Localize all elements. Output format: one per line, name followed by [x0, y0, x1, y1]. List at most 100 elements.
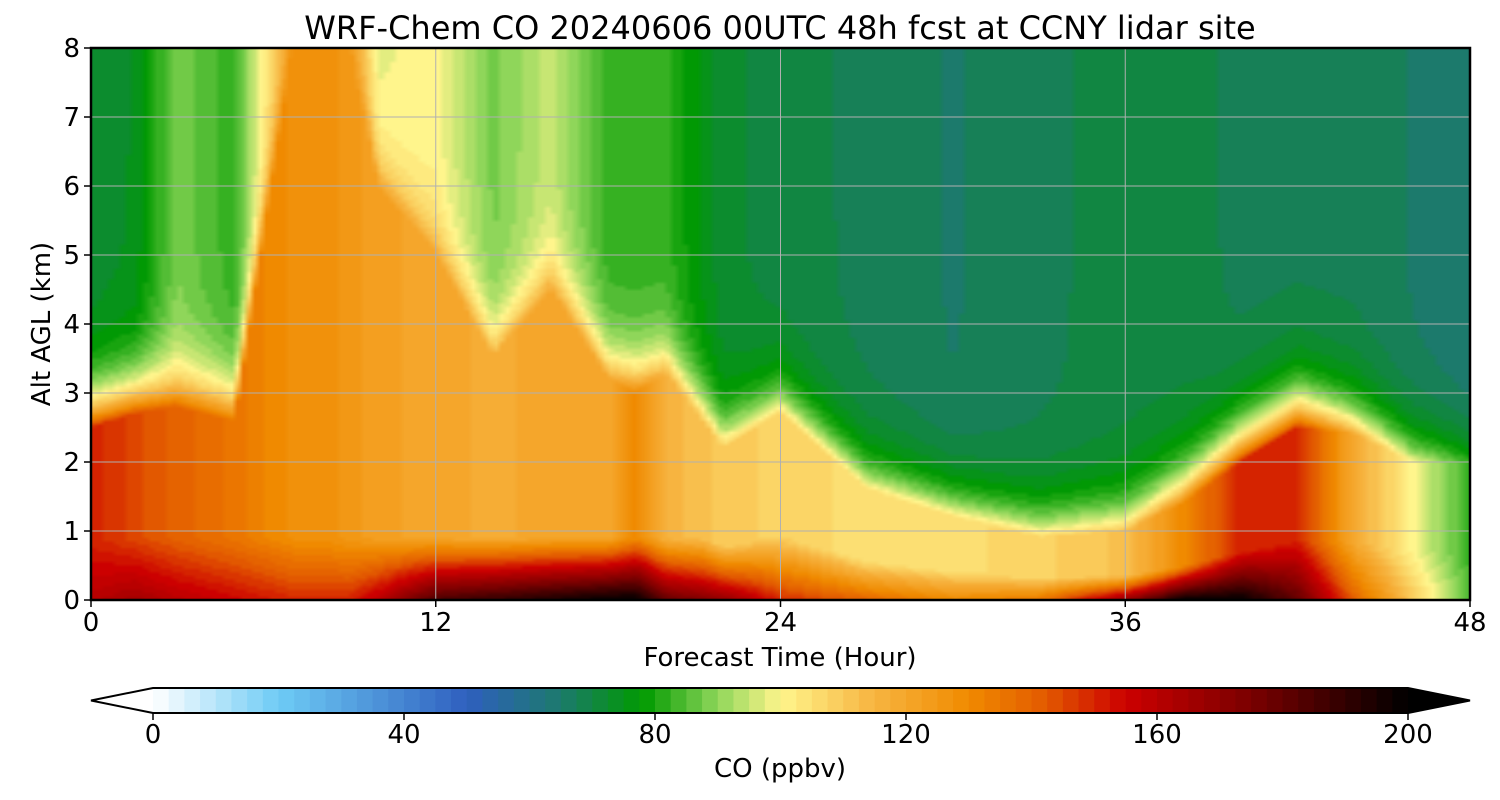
colorbar-segment: [811, 688, 829, 713]
colorbar-segment: [1345, 688, 1362, 713]
colorbar-segment: [921, 688, 938, 713]
y-axis-ticks: 0 1 2 3 4 5 6 7 8: [63, 34, 91, 616]
colorbar-segment: [1000, 688, 1017, 713]
x-axis-label: Forecast Time (Hour): [643, 643, 916, 673]
colorbar-tick-label: 200: [1383, 720, 1433, 750]
colorbar-segment: [686, 688, 703, 713]
colorbar-segments: [90, 687, 1471, 714]
y-axis-label: Alt AGL (km): [27, 242, 57, 406]
colorbar-segment: [1157, 688, 1174, 713]
colorbar-tick-label: 160: [1132, 720, 1182, 750]
colorbar-under-arrow: [91, 688, 153, 713]
colorbar-segment: [529, 688, 546, 713]
colorbar-segment: [1204, 688, 1221, 713]
colorbar-segment: [639, 688, 656, 713]
colorbar-segment: [733, 688, 750, 713]
colorbar-segment: [1313, 688, 1331, 713]
colorbar-segment: [843, 688, 860, 713]
y-tick-label: 5: [63, 241, 80, 271]
colorbar-segment: [576, 688, 593, 713]
colorbar-segment: [1015, 688, 1033, 713]
colorbar-segment: [1141, 688, 1158, 713]
colorbar-segment: [1282, 688, 1299, 713]
y-tick-label: 6: [63, 172, 80, 202]
y-tick-label: 4: [63, 310, 80, 340]
colorbar-tick-label: 0: [145, 720, 162, 750]
colorbar-segment: [937, 688, 954, 713]
colorbar-segment: [717, 688, 735, 713]
colorbar-segment: [1251, 688, 1268, 713]
colorbar-segment: [1360, 688, 1378, 713]
colorbar-segment: [1219, 688, 1237, 713]
colorbar-segment: [498, 688, 515, 713]
x-tick-label: 48: [1453, 608, 1486, 638]
x-tick-label: 0: [83, 608, 100, 638]
colorbar-segment: [451, 688, 468, 713]
colorbar-segment: [1298, 688, 1315, 713]
colorbar-over-arrow: [1408, 688, 1470, 713]
colorbar-segment: [670, 688, 687, 713]
colorbar-segment: [968, 688, 986, 713]
colorbar-segment: [623, 688, 640, 713]
colorbar: 0 40 80 120 160 200 CO (ppbv): [90, 687, 1471, 784]
colorbar-segment: [890, 688, 907, 713]
y-tick-label: 7: [63, 103, 80, 133]
colorbar-segment: [184, 688, 201, 713]
colorbar-segment: [200, 688, 217, 713]
colorbar-segment: [419, 688, 436, 713]
colorbar-segment: [906, 688, 923, 713]
colorbar-segment: [309, 688, 327, 713]
colorbar-ticks: 0 40 80 120 160 200: [145, 713, 1433, 750]
colorbar-segment: [1094, 688, 1111, 713]
colorbar-segment: [1392, 688, 1409, 713]
colorbar-segment: [1235, 688, 1252, 713]
colorbar-segment: [1329, 688, 1346, 713]
colorbar-segment: [356, 688, 374, 713]
chart-title: WRF-Chem CO 20240606 00UTC 48h fcst at C…: [304, 9, 1255, 47]
colorbar-segment: [278, 688, 295, 713]
x-tick-label: 36: [1109, 608, 1142, 638]
x-tick-label: 12: [419, 608, 452, 638]
y-tick-label: 0: [63, 586, 80, 616]
x-tick-label: 24: [764, 608, 797, 638]
colorbar-segment: [655, 688, 672, 713]
grid-lines: [91, 48, 1470, 600]
y-tick-label: 3: [63, 379, 80, 409]
colorbar-tick-label: 120: [881, 720, 931, 750]
colorbar-segment: [780, 688, 797, 713]
colorbar-segment: [513, 688, 531, 713]
colorbar-segment: [482, 688, 499, 713]
colorbar-tick-label: 40: [387, 720, 420, 750]
colorbar-segment: [545, 688, 562, 713]
colorbar-segment: [1078, 688, 1095, 713]
y-tick-label: 2: [63, 448, 80, 478]
colorbar-segment: [560, 688, 578, 713]
y-tick-label: 8: [63, 34, 80, 64]
colorbar-segment: [262, 688, 280, 713]
colorbar-segment: [247, 688, 264, 713]
x-axis-ticks: 0 12 24 36 48: [83, 600, 1487, 638]
colorbar-segment: [1125, 688, 1142, 713]
colorbar-segment: [341, 688, 358, 713]
colorbar-segment: [215, 688, 233, 713]
colorbar-segment: [466, 688, 484, 713]
colorbar-segment: [1172, 688, 1189, 713]
colorbar-segment: [325, 688, 342, 713]
colorbar-segment: [592, 688, 609, 713]
colorbar-segment: [607, 688, 625, 713]
colorbar-segment: [435, 688, 452, 713]
colorbar-segment: [372, 688, 389, 713]
colorbar-segment: [1062, 688, 1080, 713]
colorbar-segment: [858, 688, 876, 713]
colorbar-segment: [953, 688, 970, 713]
colorbar-tick-label: 80: [638, 720, 671, 750]
colorbar-segment: [153, 688, 170, 713]
colorbar-segment: [874, 688, 891, 713]
colorbar-segment: [1376, 688, 1393, 713]
colorbar-segment: [749, 688, 766, 713]
colorbar-segment: [827, 688, 844, 713]
colorbar-label: CO (ppbv): [714, 754, 846, 784]
colorbar-segment: [702, 688, 719, 713]
colorbar-segment: [1109, 688, 1127, 713]
